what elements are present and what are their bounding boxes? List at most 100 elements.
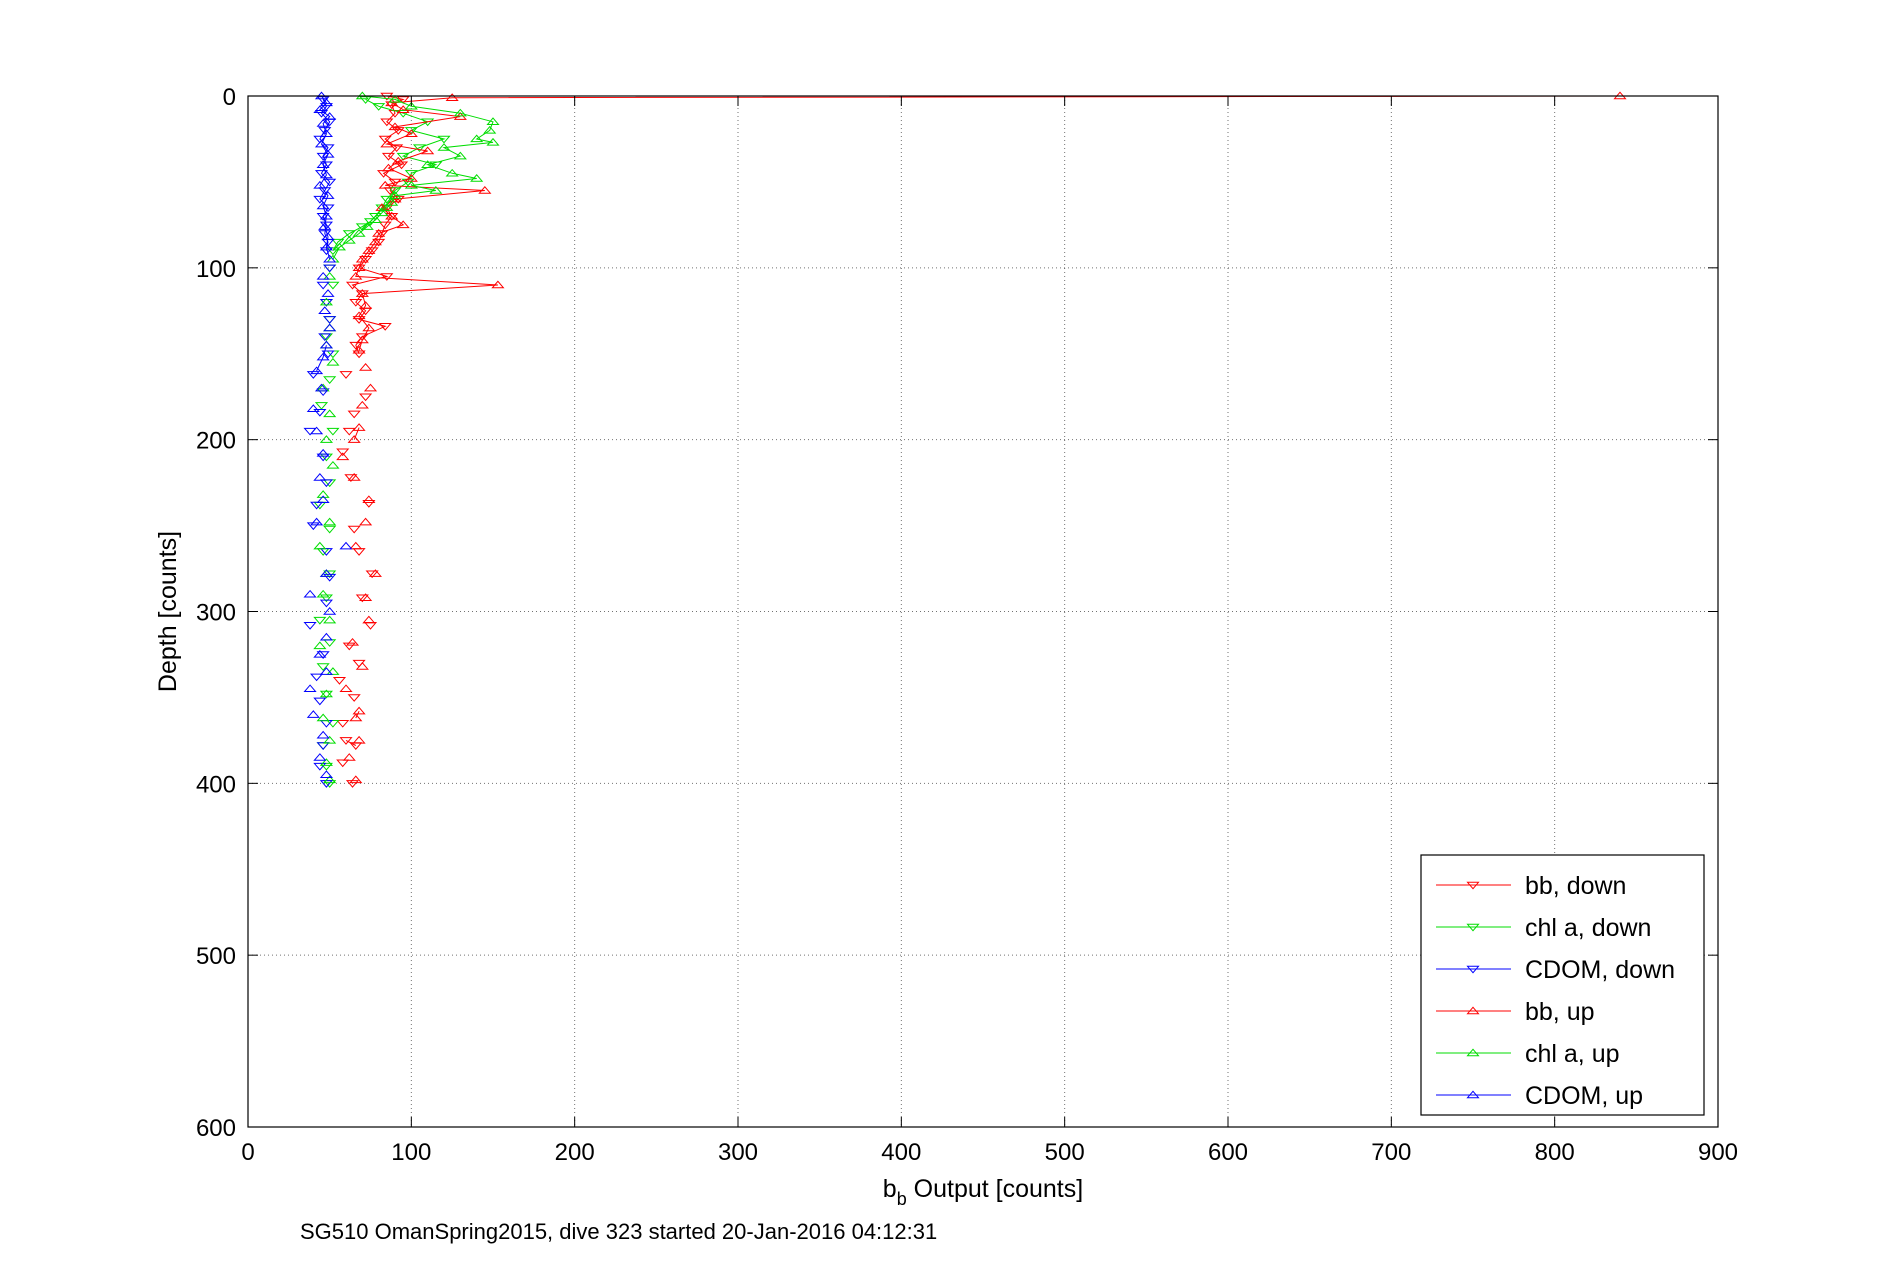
data-point-marker — [339, 684, 353, 693]
data-point-marker — [316, 281, 330, 290]
data-point-marker — [388, 109, 402, 118]
data-point-marker — [360, 222, 374, 230]
data-point-marker — [319, 297, 333, 306]
data-point-marker — [445, 168, 459, 177]
y-tick-label: 200 — [196, 428, 236, 455]
data-point-marker — [313, 641, 327, 650]
data-point-marker — [352, 423, 366, 431]
data-point-marker — [326, 460, 340, 469]
data-point-marker — [323, 607, 337, 615]
data-point-marker — [380, 203, 394, 211]
data-point-marker — [319, 690, 333, 699]
data-point-marker — [375, 230, 389, 238]
data-point-marker — [362, 615, 376, 624]
x-tick-label: 400 — [881, 1139, 921, 1166]
data-point-marker — [323, 615, 337, 624]
data-point-marker — [349, 298, 363, 307]
data-point-marker — [313, 195, 327, 204]
data-point-marker — [313, 753, 327, 761]
data-point-marker — [313, 472, 327, 481]
data-point-marker — [365, 570, 379, 579]
data-point-marker — [306, 710, 320, 718]
data-point-marker — [321, 289, 335, 297]
series-chl-a-up — [313, 91, 500, 784]
data-point-marker — [486, 137, 500, 146]
data-point-marker — [323, 323, 337, 332]
data-point-marker — [363, 218, 378, 226]
data-point-marker — [319, 689, 333, 698]
data-point-marker — [483, 125, 497, 134]
data-point-marker — [316, 388, 330, 397]
data-point-marker — [396, 96, 410, 104]
data-point-marker — [313, 762, 327, 771]
data-point-marker — [319, 211, 333, 220]
data-point-marker — [404, 127, 418, 135]
data-point-marker — [378, 135, 392, 144]
data-point-marker — [385, 211, 399, 220]
data-point-marker — [404, 170, 418, 178]
data-point-marker — [388, 191, 402, 199]
data-point-marker — [319, 435, 333, 443]
x-tick-label: 500 — [1045, 1139, 1085, 1166]
x-axis-label-subscript: b — [897, 1189, 907, 1209]
legend-entry-label: chl a, up — [1525, 1040, 1620, 1068]
data-point-marker — [323, 112, 337, 120]
data-point-marker — [316, 730, 330, 739]
data-point-marker — [437, 143, 451, 151]
data-point-marker — [345, 281, 360, 290]
data-point-marker — [332, 677, 347, 685]
x-axis-label-rest: Output [counts] — [907, 1175, 1084, 1203]
data-point-marker — [313, 135, 327, 144]
data-point-marker — [323, 409, 337, 418]
data-point-marker — [349, 341, 363, 350]
series-layer — [303, 91, 1627, 788]
data-point-marker — [314, 402, 329, 410]
data-point-marker — [313, 541, 327, 550]
data-point-marker — [362, 500, 376, 508]
data-point-marker — [355, 662, 369, 670]
data-point-marker — [323, 264, 337, 273]
data-point-marker — [347, 525, 361, 534]
data-point-marker — [445, 93, 459, 101]
data-point-marker — [321, 232, 335, 241]
y-tick-label: 100 — [196, 256, 236, 283]
data-point-marker — [352, 345, 366, 354]
data-point-marker — [412, 144, 427, 153]
data-point-marker — [368, 237, 382, 246]
data-point-marker — [321, 191, 335, 199]
data-point-marker — [316, 213, 330, 221]
data-point-marker — [355, 333, 369, 342]
chart-caption: SG510 OmanSpring2015, dive 323 started 2… — [300, 1219, 937, 1244]
data-point-marker — [321, 149, 335, 158]
data-point-marker — [375, 204, 389, 213]
data-point-marker — [316, 448, 330, 457]
data-point-marker — [344, 474, 358, 482]
data-point-marker — [421, 160, 435, 168]
data-point-marker — [318, 333, 332, 342]
data-point-marker — [336, 452, 350, 461]
data-point-marker — [323, 376, 337, 385]
data-point-marker — [316, 160, 330, 168]
x-tick-label: 200 — [555, 1139, 595, 1166]
data-point-marker — [314, 383, 329, 392]
data-point-marker — [310, 366, 324, 375]
data-point-marker — [352, 263, 366, 272]
data-point-marker — [388, 94, 402, 103]
data-point-marker — [380, 273, 394, 281]
data-point-marker — [352, 264, 366, 273]
data-point-marker — [319, 98, 333, 107]
data-point-marker — [326, 719, 340, 728]
data-point-marker — [390, 144, 404, 153]
data-point-marker — [318, 222, 332, 230]
series-cdom-up — [303, 91, 353, 778]
data-point-marker — [316, 490, 330, 498]
data-point-marker — [404, 180, 418, 189]
data-point-marker — [319, 479, 333, 488]
legend-marker-sample — [1466, 1090, 1480, 1099]
data-point-marker — [310, 673, 324, 682]
data-point-marker — [396, 220, 410, 229]
data-point-marker — [359, 393, 373, 402]
data-point-marker — [372, 238, 386, 247]
data-point-marker — [321, 204, 335, 213]
data-point-marker — [359, 363, 373, 371]
